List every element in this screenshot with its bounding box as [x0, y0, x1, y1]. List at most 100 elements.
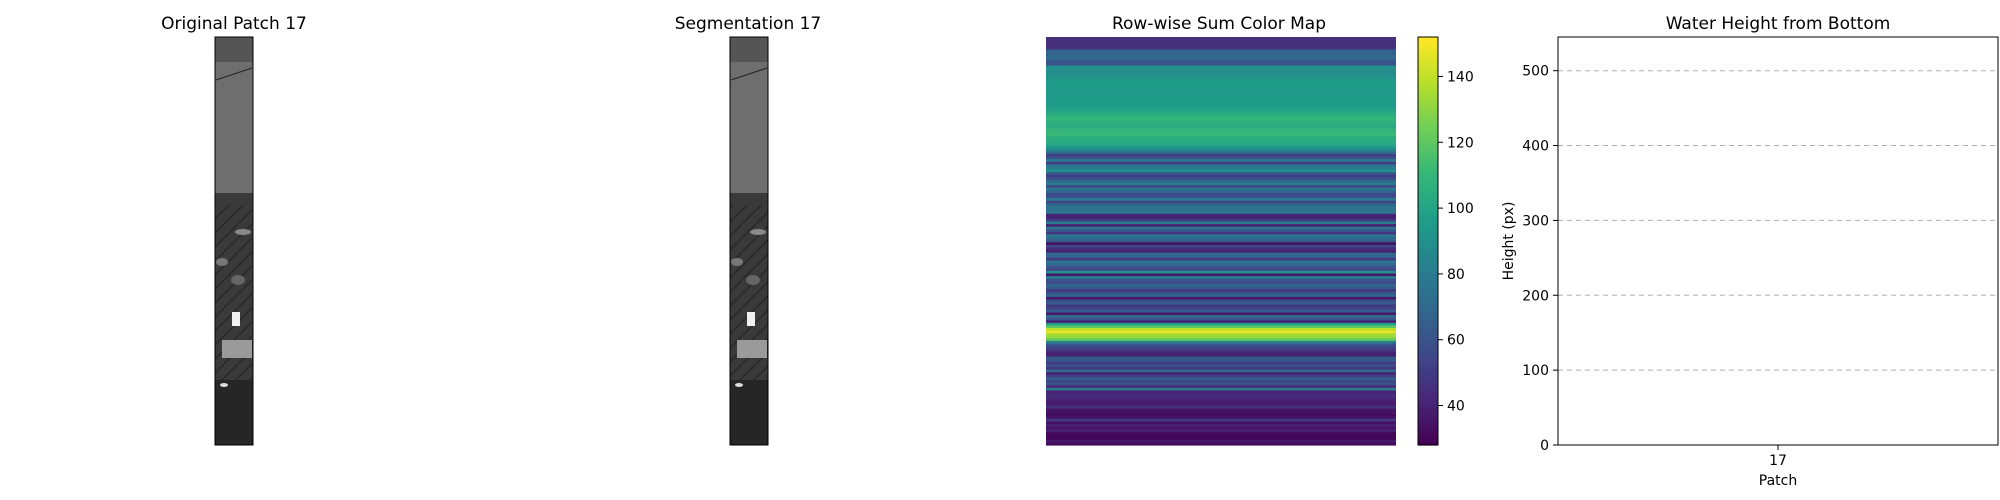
- heatmap-row: [1046, 39, 1396, 43]
- heatmap-row: [1046, 369, 1396, 373]
- heatmap-row: [1046, 320, 1396, 324]
- colorbar-segment: [1418, 67, 1438, 72]
- heatmap-row: [1046, 244, 1396, 249]
- colorbar-segment: [1418, 43, 1438, 48]
- segmentation-image: [729, 36, 769, 446]
- heatmap-row: [1046, 250, 1396, 254]
- colorbar-segment: [1418, 88, 1438, 92]
- y-tick-label: 500: [1522, 64, 1549, 80]
- heatmap-row: [1046, 387, 1396, 392]
- heatmap-row: [1046, 273, 1396, 277]
- heatmap-row: [1046, 304, 1396, 308]
- colorbar-segment: [1418, 159, 1438, 164]
- colorbar-segment: [1418, 210, 1438, 215]
- colorbar-segment: [1418, 111, 1438, 116]
- y-tick-label: 400: [1522, 139, 1549, 155]
- original-patch-title: Original Patch 17: [161, 14, 307, 34]
- colorbar-segment: [1418, 108, 1438, 113]
- colorbar-tick-label: 80: [1447, 267, 1465, 283]
- colorbar-segment: [1418, 162, 1438, 167]
- heatmap-row: [1046, 398, 1396, 402]
- heatmap-row: [1046, 166, 1396, 171]
- colorbar-segment: [1418, 363, 1438, 368]
- colorbar-segment: [1418, 332, 1438, 337]
- colorbar-segment: [1418, 64, 1438, 69]
- heatmap-row: [1046, 333, 1396, 337]
- heatmap-row: [1046, 403, 1396, 407]
- colorbar-segment: [1418, 241, 1438, 245]
- heatmap-row: [1046, 213, 1396, 217]
- colorbar-segment: [1418, 305, 1438, 310]
- heatmap-row: [1046, 109, 1396, 113]
- colorbar-segment: [1418, 145, 1438, 150]
- bar-chart-x-ticks: 17: [1769, 445, 1787, 469]
- heatmap-row: [1046, 374, 1396, 379]
- colorbar-segment: [1418, 261, 1438, 266]
- colorbar-segment: [1418, 91, 1438, 96]
- heatmap-row: [1046, 380, 1396, 384]
- colorbar-segment: [1418, 203, 1438, 208]
- heatmap-row: [1046, 367, 1396, 371]
- bar-chart-gridlines: [1558, 70, 1998, 371]
- heatmap-row: [1046, 242, 1396, 246]
- colorbar-segment: [1418, 394, 1438, 398]
- heatmap-row: [1046, 411, 1396, 415]
- bar-chart-panel: Water Height from Bottom 0 100 200 300 400 50…: [1501, 14, 1999, 489]
- heatmap-row: [1046, 335, 1396, 340]
- heatmap-row: [1046, 237, 1396, 241]
- heatmap-row: [1046, 99, 1396, 103]
- heatmap-row: [1046, 408, 1396, 412]
- heatmap-row: [1046, 75, 1396, 80]
- heatmap-row: [1046, 187, 1396, 191]
- heatmap-row: [1046, 309, 1396, 314]
- colorbar-segment: [1418, 183, 1438, 188]
- colorbar-segment: [1418, 319, 1438, 324]
- bar-chart-y-ticks: 0 100 200 300 400 500: [1522, 64, 1558, 454]
- colorbar-segment: [1418, 125, 1438, 130]
- heatmap-row: [1046, 413, 1396, 418]
- colorbar-segment: [1418, 139, 1438, 143]
- colorbar-segment: [1418, 128, 1438, 133]
- heatmap-row: [1046, 96, 1396, 100]
- colorbar-segment: [1418, 322, 1438, 327]
- heatmap-row: [1046, 192, 1396, 197]
- colorbar-segment: [1418, 315, 1438, 320]
- colorbar-segment: [1418, 152, 1438, 157]
- colorbar-segment: [1418, 237, 1438, 242]
- colorbar-segment: [1418, 428, 1438, 432]
- colorbar-segment: [1418, 54, 1438, 58]
- heatmap-row: [1046, 60, 1396, 64]
- heatmap-row: [1046, 382, 1396, 386]
- colorbar-tick-label: 120: [1447, 135, 1474, 151]
- heatmap-row: [1046, 198, 1396, 202]
- heatmap-row: [1046, 348, 1396, 353]
- colorbar-segment: [1418, 366, 1438, 371]
- heatmap-row: [1046, 140, 1396, 145]
- y-tick-label: 100: [1522, 363, 1549, 379]
- colorbar-segment: [1418, 244, 1438, 249]
- heatmap-row: [1046, 52, 1396, 56]
- colorbar: 40 60 80 100 120 140: [1417, 36, 1474, 446]
- heatmap-row: [1046, 252, 1396, 256]
- colorbar-segment: [1418, 271, 1438, 276]
- heatmap-row: [1046, 419, 1396, 423]
- colorbar-segment: [1418, 166, 1438, 171]
- colorbar-segment: [1418, 411, 1438, 415]
- colorbar-tick-label: 60: [1447, 333, 1465, 349]
- heatmap-row: [1046, 416, 1396, 420]
- heatmap-row: [1046, 289, 1396, 293]
- heatmap-row: [1046, 400, 1396, 405]
- heatmap-row: [1046, 182, 1396, 186]
- colorbar-segment: [1418, 217, 1438, 222]
- colorbar-segment: [1418, 407, 1438, 412]
- colorbar-segment: [1418, 417, 1438, 422]
- heatmap-row: [1046, 151, 1396, 155]
- colorbar-segment: [1418, 149, 1438, 154]
- heatmap-row: [1046, 299, 1396, 303]
- heatmap-row: [1046, 83, 1396, 87]
- heatmap-row: [1046, 343, 1396, 347]
- colorbar-segment: [1418, 312, 1438, 317]
- heatmap-row: [1046, 91, 1396, 95]
- heatmap-row: [1046, 442, 1396, 446]
- colorbar-segment: [1418, 295, 1438, 300]
